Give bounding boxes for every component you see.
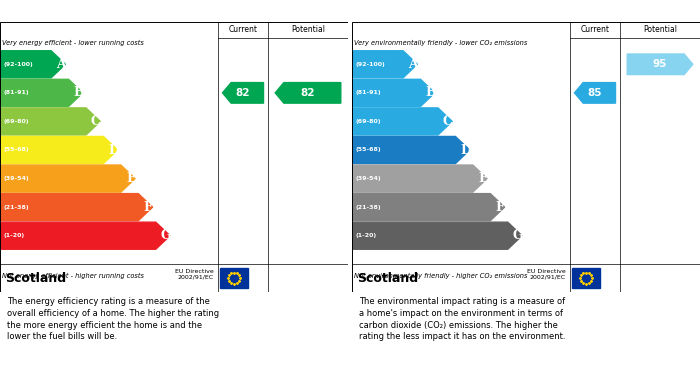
Text: Not energy efficient - higher running costs: Not energy efficient - higher running co…	[2, 273, 144, 279]
Polygon shape	[0, 165, 135, 192]
Polygon shape	[627, 54, 693, 75]
Text: D: D	[460, 143, 471, 156]
Text: (69-80): (69-80)	[355, 119, 381, 124]
Bar	[572, 268, 600, 288]
Text: Energy Efficiency Rating: Energy Efficiency Rating	[5, 6, 158, 16]
Text: (69-80): (69-80)	[3, 119, 29, 124]
Text: F: F	[496, 201, 505, 213]
Text: G: G	[160, 229, 171, 242]
Text: Environmental Impact (CO₂) Rating: Environmental Impact (CO₂) Rating	[357, 6, 576, 16]
Polygon shape	[0, 79, 83, 106]
Text: 85: 85	[588, 88, 602, 98]
Text: Very environmentally friendly - lower CO₂ emissions: Very environmentally friendly - lower CO…	[354, 40, 527, 46]
Polygon shape	[352, 165, 487, 192]
Text: Very energy efficient - lower running costs: Very energy efficient - lower running co…	[2, 40, 144, 46]
Polygon shape	[575, 83, 615, 103]
Text: E: E	[478, 172, 488, 185]
Text: Scotland: Scotland	[357, 271, 418, 285]
Text: EU Directive
2002/91/EC: EU Directive 2002/91/EC	[527, 269, 566, 280]
Polygon shape	[275, 83, 341, 103]
Text: (21-38): (21-38)	[3, 204, 29, 210]
Text: The energy efficiency rating is a measure of the
overall efficiency of a home. T: The energy efficiency rating is a measur…	[7, 297, 219, 341]
Text: 95: 95	[653, 59, 667, 69]
Text: 82: 82	[301, 88, 315, 98]
Text: (1-20): (1-20)	[3, 233, 24, 238]
Text: A: A	[408, 58, 418, 71]
Polygon shape	[352, 51, 417, 78]
Polygon shape	[0, 222, 170, 249]
Polygon shape	[352, 108, 452, 135]
Text: D: D	[108, 143, 119, 156]
Bar	[220, 268, 248, 288]
Polygon shape	[0, 194, 153, 221]
Text: (39-54): (39-54)	[3, 176, 29, 181]
Text: Scotland: Scotland	[5, 271, 66, 285]
Polygon shape	[223, 83, 263, 103]
Text: C: C	[91, 115, 101, 128]
Text: Potential: Potential	[643, 25, 677, 34]
Text: G: G	[512, 229, 523, 242]
Text: Not environmentally friendly - higher CO₂ emissions: Not environmentally friendly - higher CO…	[354, 273, 528, 279]
Text: B: B	[74, 86, 84, 99]
Text: E: E	[126, 172, 136, 185]
Polygon shape	[352, 222, 522, 249]
Text: (81-91): (81-91)	[3, 90, 29, 95]
Text: (21-38): (21-38)	[355, 204, 381, 210]
Polygon shape	[352, 136, 470, 163]
Text: (92-100): (92-100)	[355, 62, 385, 67]
Text: C: C	[443, 115, 453, 128]
Text: Current: Current	[228, 25, 258, 34]
Text: The environmental impact rating is a measure of
a home's impact on the environme: The environmental impact rating is a mea…	[359, 297, 566, 341]
Text: EU Directive
2002/91/EC: EU Directive 2002/91/EC	[175, 269, 214, 280]
Text: A: A	[56, 58, 66, 71]
Text: B: B	[425, 86, 436, 99]
Text: (55-68): (55-68)	[355, 147, 381, 152]
Polygon shape	[0, 108, 100, 135]
Text: Current: Current	[580, 25, 610, 34]
Text: Potential: Potential	[291, 25, 325, 34]
Polygon shape	[352, 194, 505, 221]
Text: (92-100): (92-100)	[3, 62, 33, 67]
Text: (1-20): (1-20)	[355, 233, 376, 238]
Polygon shape	[0, 136, 118, 163]
Polygon shape	[352, 79, 435, 106]
Polygon shape	[0, 51, 65, 78]
Text: (81-91): (81-91)	[355, 90, 381, 95]
Text: (55-68): (55-68)	[3, 147, 29, 152]
Text: F: F	[144, 201, 153, 213]
Text: (39-54): (39-54)	[355, 176, 381, 181]
Text: 82: 82	[236, 88, 251, 98]
